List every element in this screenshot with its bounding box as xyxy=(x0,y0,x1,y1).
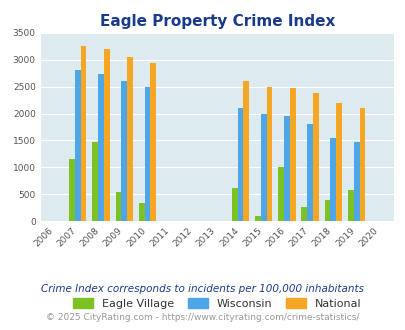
Bar xyxy=(75,70,81,221)
Bar xyxy=(115,191,121,221)
Bar xyxy=(347,190,353,221)
Bar xyxy=(254,216,260,221)
Bar xyxy=(266,87,272,221)
Bar xyxy=(312,93,318,221)
Title: Eagle Property Crime Index: Eagle Property Crime Index xyxy=(99,14,334,29)
Bar xyxy=(289,88,295,221)
Bar xyxy=(359,108,364,221)
Bar xyxy=(277,167,284,221)
Bar xyxy=(284,116,289,221)
Bar xyxy=(127,57,133,221)
Bar xyxy=(139,203,144,221)
Bar xyxy=(121,82,127,221)
Bar xyxy=(150,63,156,221)
Bar xyxy=(69,159,75,221)
Bar xyxy=(330,138,335,221)
Bar xyxy=(237,108,243,221)
Bar xyxy=(98,74,104,221)
Bar xyxy=(307,124,312,221)
Bar xyxy=(92,142,98,221)
Bar xyxy=(260,114,266,221)
Text: © 2025 CityRating.com - https://www.cityrating.com/crime-statistics/: © 2025 CityRating.com - https://www.city… xyxy=(46,313,359,322)
Legend: Eagle Village, Wisconsin, National: Eagle Village, Wisconsin, National xyxy=(73,298,360,309)
Bar xyxy=(231,188,237,221)
Bar xyxy=(353,142,359,221)
Bar xyxy=(243,82,249,221)
Bar xyxy=(335,103,341,221)
Bar xyxy=(324,200,330,221)
Bar xyxy=(144,87,150,221)
Bar xyxy=(104,49,109,221)
Bar xyxy=(81,47,86,221)
Text: Crime Index corresponds to incidents per 100,000 inhabitants: Crime Index corresponds to incidents per… xyxy=(41,284,364,294)
Bar xyxy=(301,207,307,221)
